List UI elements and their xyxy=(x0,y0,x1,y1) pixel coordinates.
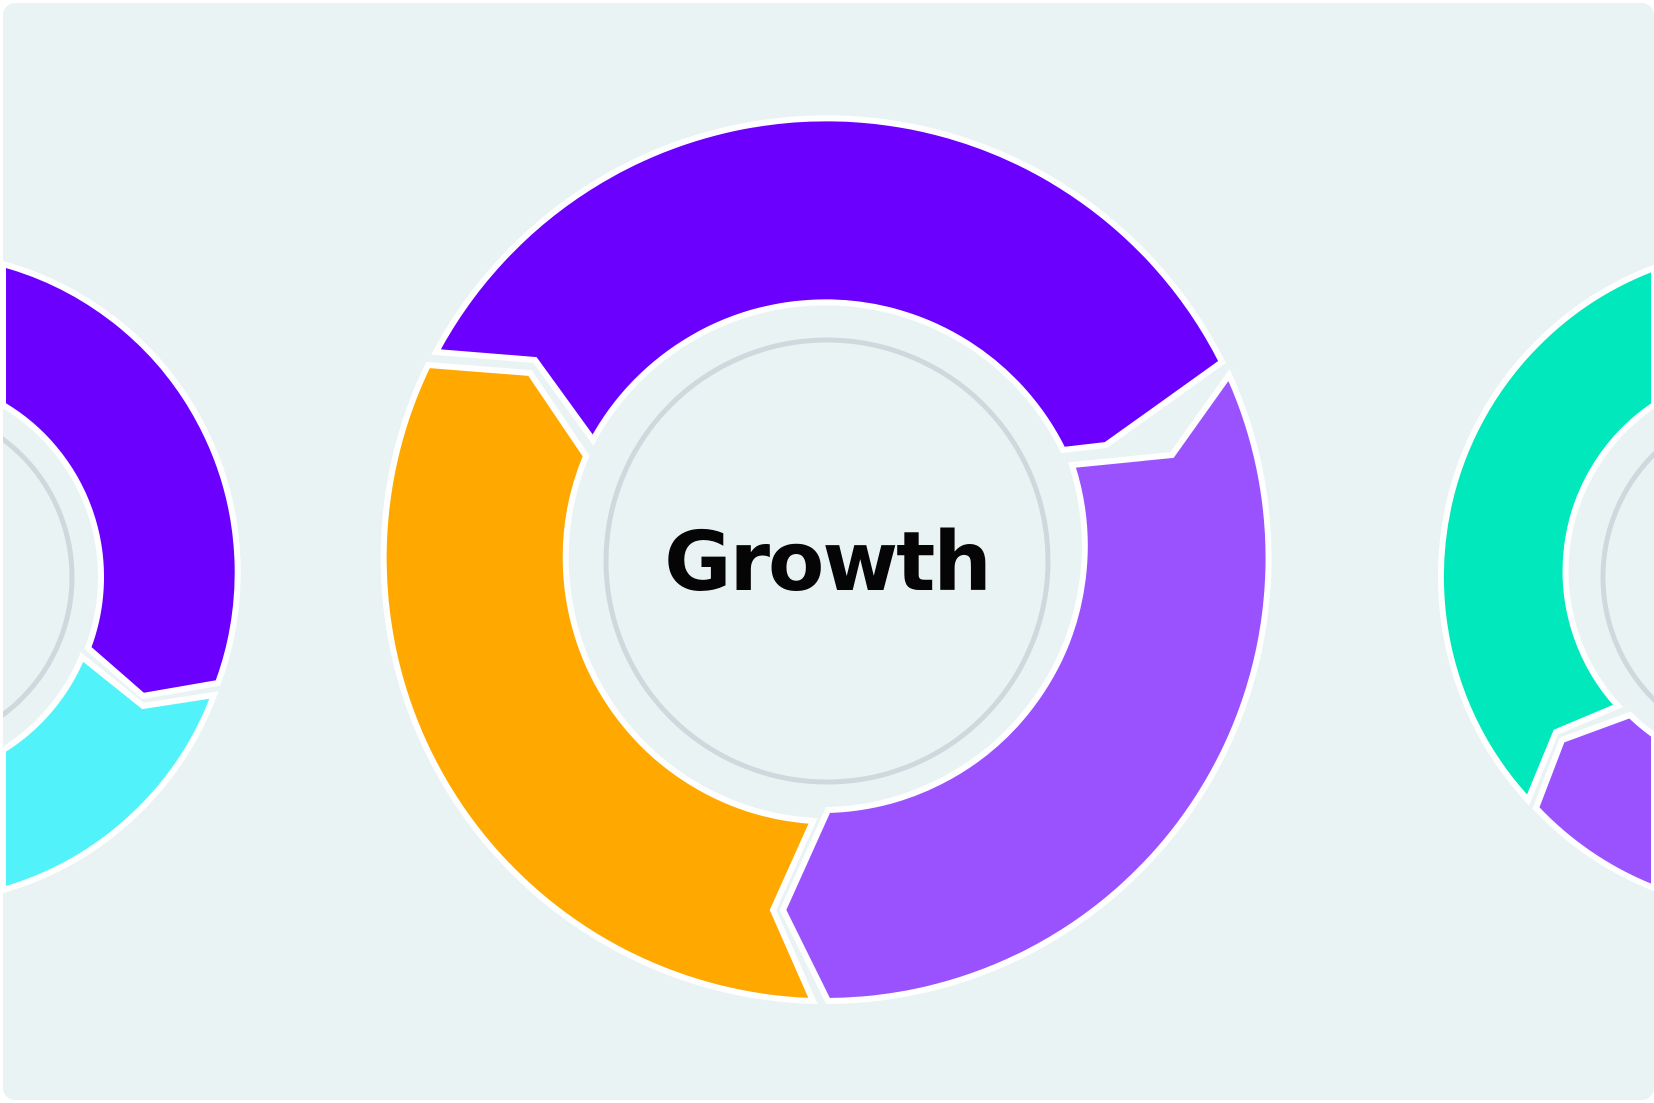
main-cycle-inner-ring xyxy=(603,337,1051,785)
main-cycle: Growth xyxy=(380,115,1272,1005)
main-cycle-segment-left xyxy=(380,361,818,1005)
cycle-diagram: Growth xyxy=(3,115,1654,1005)
main-cycle-segment-top xyxy=(431,115,1226,454)
right-cycle-inner-ring xyxy=(1600,450,1654,704)
right-cycle-segment-bottom xyxy=(1532,711,1654,892)
right-cycle-segment-left xyxy=(1437,264,1654,806)
center-label: Growth xyxy=(664,515,989,610)
left-cycle-segment-top xyxy=(3,260,241,700)
left-cycle-segment-bottom xyxy=(3,652,219,894)
left-partial-cycle xyxy=(3,260,241,894)
main-cycle-segment-right xyxy=(779,369,1272,1005)
diagram-card: Growth xyxy=(3,3,1654,1100)
right-partial-cycle xyxy=(1437,264,1654,892)
left-cycle-inner-ring xyxy=(3,436,75,718)
